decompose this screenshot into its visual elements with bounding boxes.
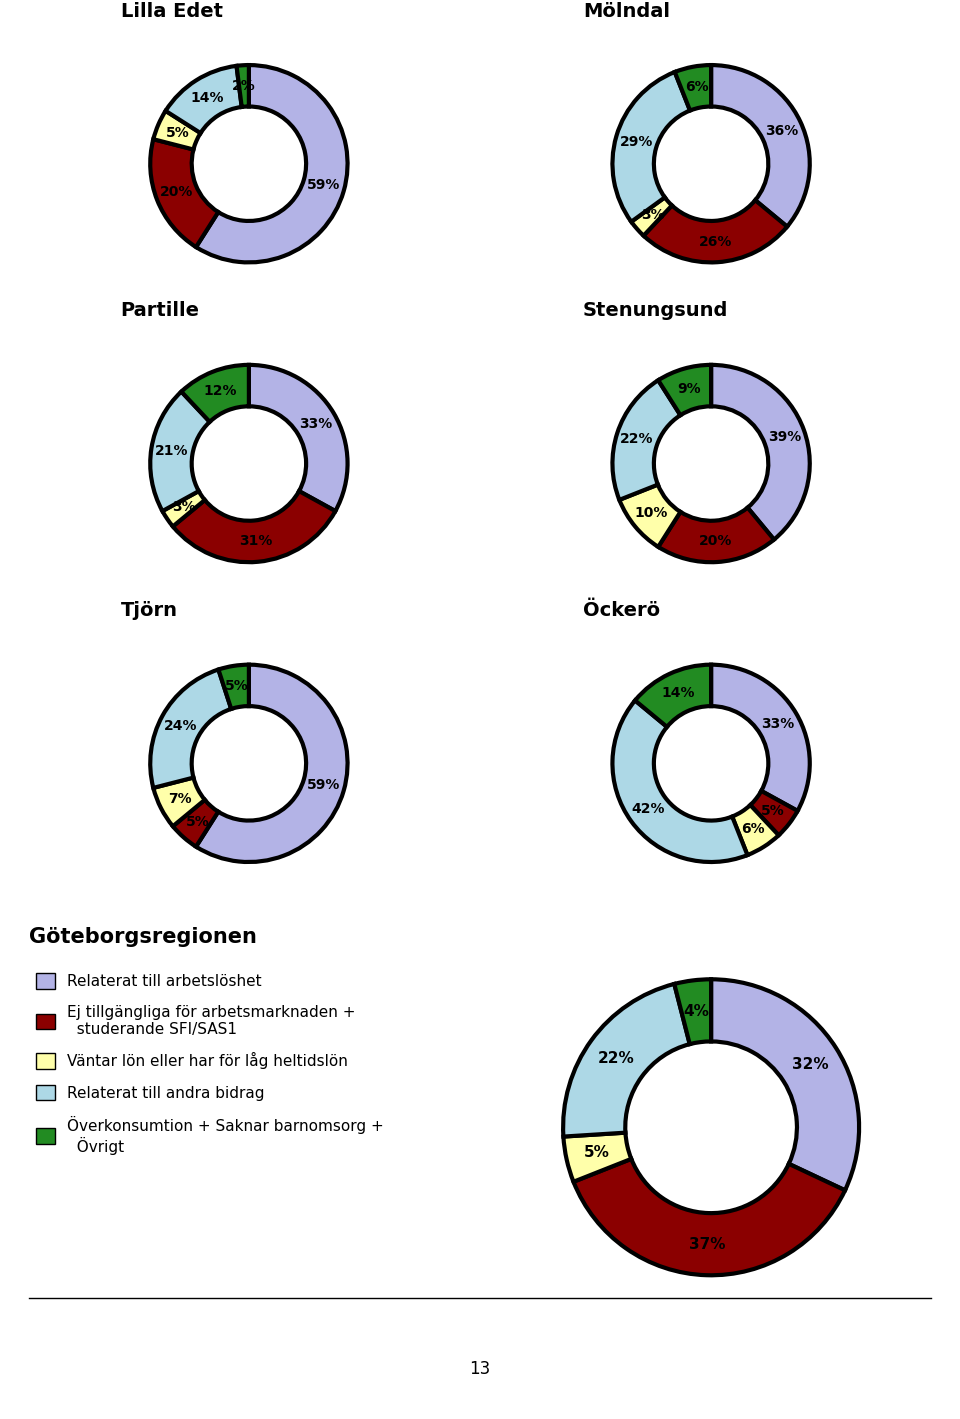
Wedge shape <box>612 380 681 499</box>
Text: 3%: 3% <box>641 209 664 223</box>
Text: 33%: 33% <box>300 417 332 431</box>
Wedge shape <box>643 200 787 263</box>
Text: 2%: 2% <box>232 79 256 94</box>
Wedge shape <box>165 65 242 133</box>
Wedge shape <box>154 778 204 826</box>
Text: 31%: 31% <box>240 534 273 548</box>
Wedge shape <box>732 805 779 856</box>
Text: Tjörn: Tjörn <box>121 602 178 620</box>
Wedge shape <box>173 491 335 562</box>
Text: 3%: 3% <box>173 501 196 514</box>
Wedge shape <box>612 701 748 861</box>
Wedge shape <box>219 664 249 710</box>
Text: 14%: 14% <box>661 685 695 700</box>
Text: 29%: 29% <box>619 135 653 149</box>
Text: 5%: 5% <box>761 805 784 819</box>
Wedge shape <box>619 485 681 546</box>
Text: 12%: 12% <box>204 385 237 399</box>
Wedge shape <box>632 197 672 236</box>
Wedge shape <box>612 72 690 221</box>
Text: 14%: 14% <box>190 91 224 105</box>
Text: 5%: 5% <box>584 1145 610 1161</box>
Text: 22%: 22% <box>598 1051 635 1066</box>
Wedge shape <box>659 508 774 562</box>
Wedge shape <box>181 365 249 421</box>
Wedge shape <box>173 800 218 847</box>
Text: 59%: 59% <box>307 778 341 792</box>
Wedge shape <box>573 1159 845 1276</box>
Wedge shape <box>751 790 798 836</box>
Wedge shape <box>659 365 711 416</box>
Wedge shape <box>675 65 711 111</box>
Text: 6%: 6% <box>684 79 708 94</box>
Wedge shape <box>711 65 810 227</box>
Wedge shape <box>162 491 204 526</box>
Wedge shape <box>711 979 859 1191</box>
Text: 42%: 42% <box>632 802 664 816</box>
Text: 24%: 24% <box>164 719 198 732</box>
Wedge shape <box>564 1132 632 1182</box>
Text: 20%: 20% <box>699 535 732 548</box>
Text: 6%: 6% <box>741 822 765 836</box>
Legend: Relaterat till arbetslöshet, Ej tillgängliga för arbetsmarknaden +
  studerande : Relaterat till arbetslöshet, Ej tillgäng… <box>36 973 384 1155</box>
Text: 39%: 39% <box>768 430 801 444</box>
Wedge shape <box>711 664 810 810</box>
Text: Göteborgsregionen: Göteborgsregionen <box>29 927 256 948</box>
Wedge shape <box>249 365 348 511</box>
Text: Mölndal: Mölndal <box>583 1 670 21</box>
Text: Öckerö: Öckerö <box>583 602 660 620</box>
Wedge shape <box>196 664 348 861</box>
Text: 7%: 7% <box>168 792 191 806</box>
Wedge shape <box>711 365 810 539</box>
Text: 5%: 5% <box>185 815 209 829</box>
Text: 20%: 20% <box>159 186 193 200</box>
Wedge shape <box>150 139 218 247</box>
Wedge shape <box>154 111 201 149</box>
Wedge shape <box>196 65 348 263</box>
Wedge shape <box>564 983 689 1137</box>
Text: Lilla Edet: Lilla Edet <box>121 1 223 21</box>
Text: 9%: 9% <box>678 382 701 396</box>
Text: 10%: 10% <box>635 507 668 521</box>
Text: 32%: 32% <box>791 1057 828 1073</box>
Wedge shape <box>236 65 249 106</box>
Wedge shape <box>150 392 209 511</box>
Text: Stenungsund: Stenungsund <box>583 301 729 321</box>
Text: 36%: 36% <box>765 123 799 138</box>
Text: 59%: 59% <box>307 179 341 193</box>
Wedge shape <box>636 664 711 727</box>
Text: 26%: 26% <box>699 234 732 248</box>
Wedge shape <box>150 670 231 788</box>
Text: 37%: 37% <box>689 1236 726 1252</box>
Wedge shape <box>674 979 711 1044</box>
Text: 21%: 21% <box>156 444 189 458</box>
Text: 22%: 22% <box>620 433 654 447</box>
Text: Partille: Partille <box>121 301 200 321</box>
Text: 13: 13 <box>469 1361 491 1378</box>
Text: 5%: 5% <box>165 126 189 140</box>
Text: 4%: 4% <box>684 1003 709 1019</box>
Text: 5%: 5% <box>225 680 249 694</box>
Text: 33%: 33% <box>761 717 795 731</box>
